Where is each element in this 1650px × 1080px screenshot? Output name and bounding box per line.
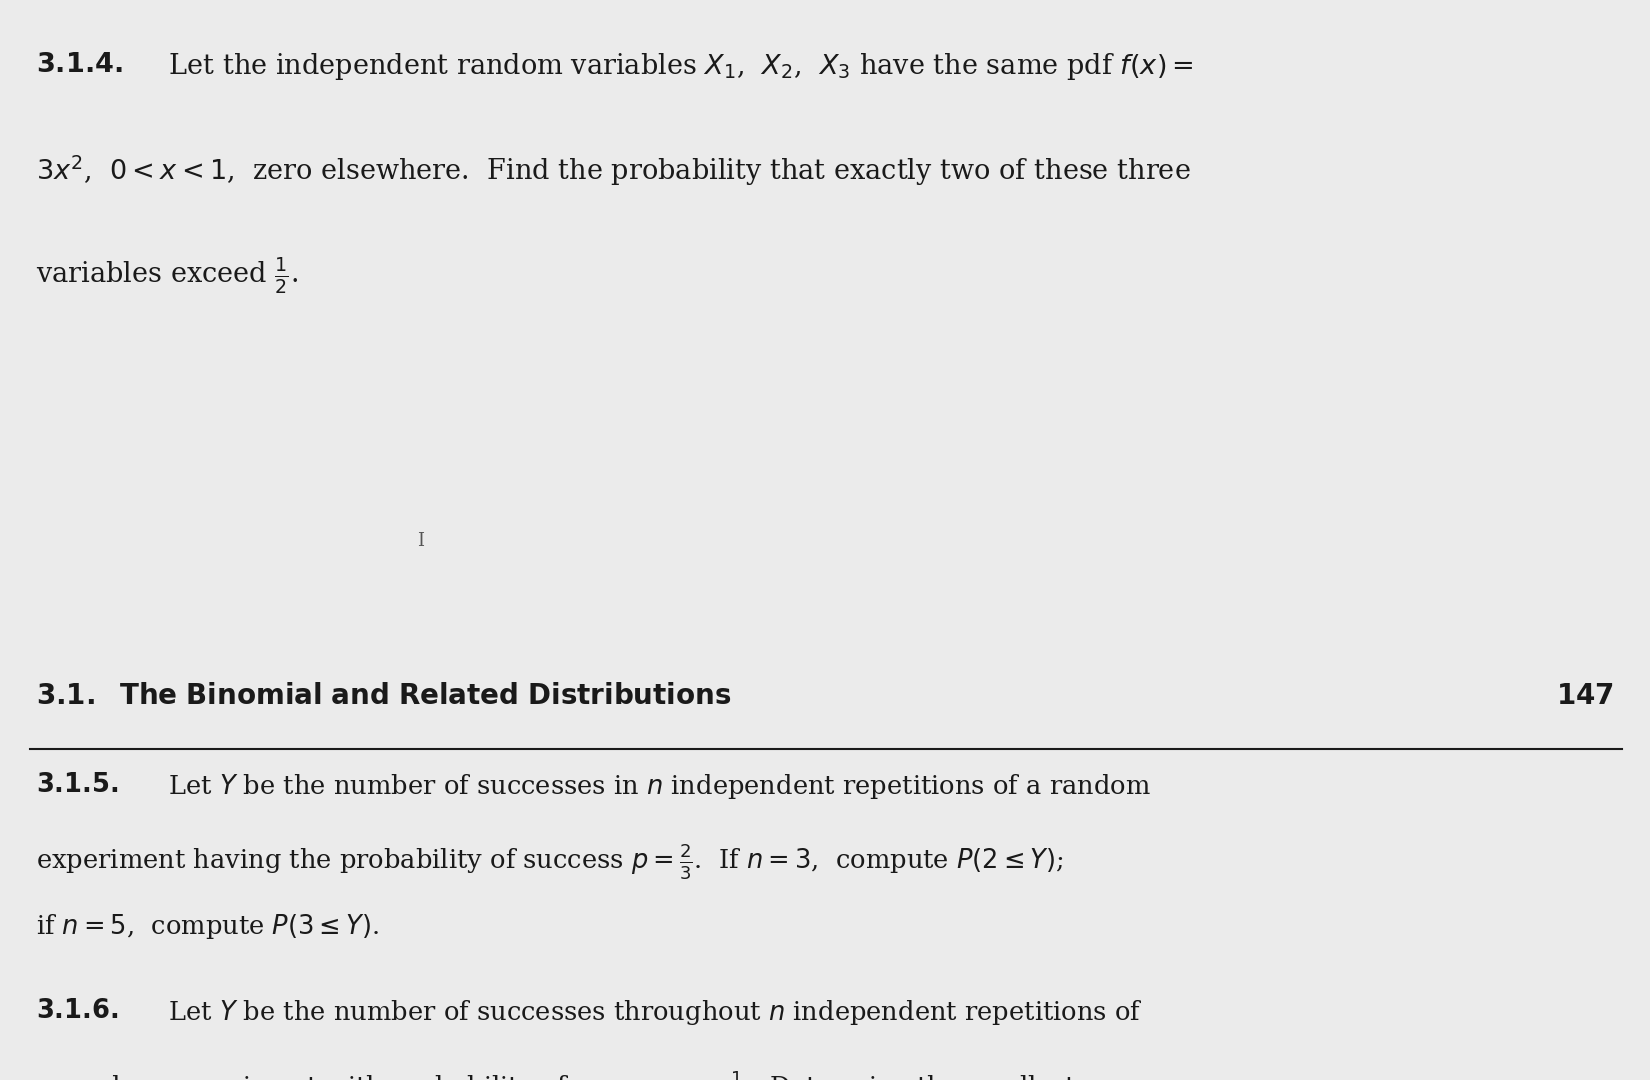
Text: Let the independent random variables $X_1$,  $X_2$,  $X_3$ have the same pdf $f(: Let the independent random variables $X_… [160, 51, 1195, 82]
Text: $\mathbf{3.1.4.}$: $\mathbf{3.1.4.}$ [36, 51, 124, 78]
Text: $\mathbf{3.1.5.}$: $\mathbf{3.1.5.}$ [36, 771, 119, 797]
Text: variables exceed $\frac{1}{2}$.: variables exceed $\frac{1}{2}$. [36, 255, 299, 296]
Text: if $n = 5$,  compute $P(3 \leq Y)$.: if $n = 5$, compute $P(3 \leq Y)$. [36, 913, 380, 941]
Text: experiment having the probability of success $p = \frac{2}{3}$.  If $n = 3$,  co: experiment having the probability of suc… [36, 842, 1064, 882]
Text: $\mathbf{3.1.6.}$: $\mathbf{3.1.6.}$ [36, 998, 119, 1024]
Text: I: I [417, 532, 424, 550]
Text: $\mathbf{3.1.\ \ The\ Binomial\ and\ Related\ Distributions}$: $\mathbf{3.1.\ \ The\ Binomial\ and\ Rel… [36, 684, 731, 711]
Text: a random experiment with probability of success $p = \frac{1}{4}$.  Determine th: a random experiment with probability of … [36, 1069, 1077, 1080]
Text: Let $Y$ be the number of successes in $n$ independent repetitions of a random: Let $Y$ be the number of successes in $n… [160, 771, 1152, 800]
Text: Let $Y$ be the number of successes throughout $n$ independent repetitions of: Let $Y$ be the number of successes throu… [160, 998, 1143, 1027]
Text: $3x^2$,  $0 < x < 1$,  zero elsewhere.  Find the probability that exactly two of: $3x^2$, $0 < x < 1$, zero elsewhere. Fin… [36, 153, 1191, 188]
Text: $\mathbf{147}$: $\mathbf{147}$ [1556, 684, 1614, 711]
